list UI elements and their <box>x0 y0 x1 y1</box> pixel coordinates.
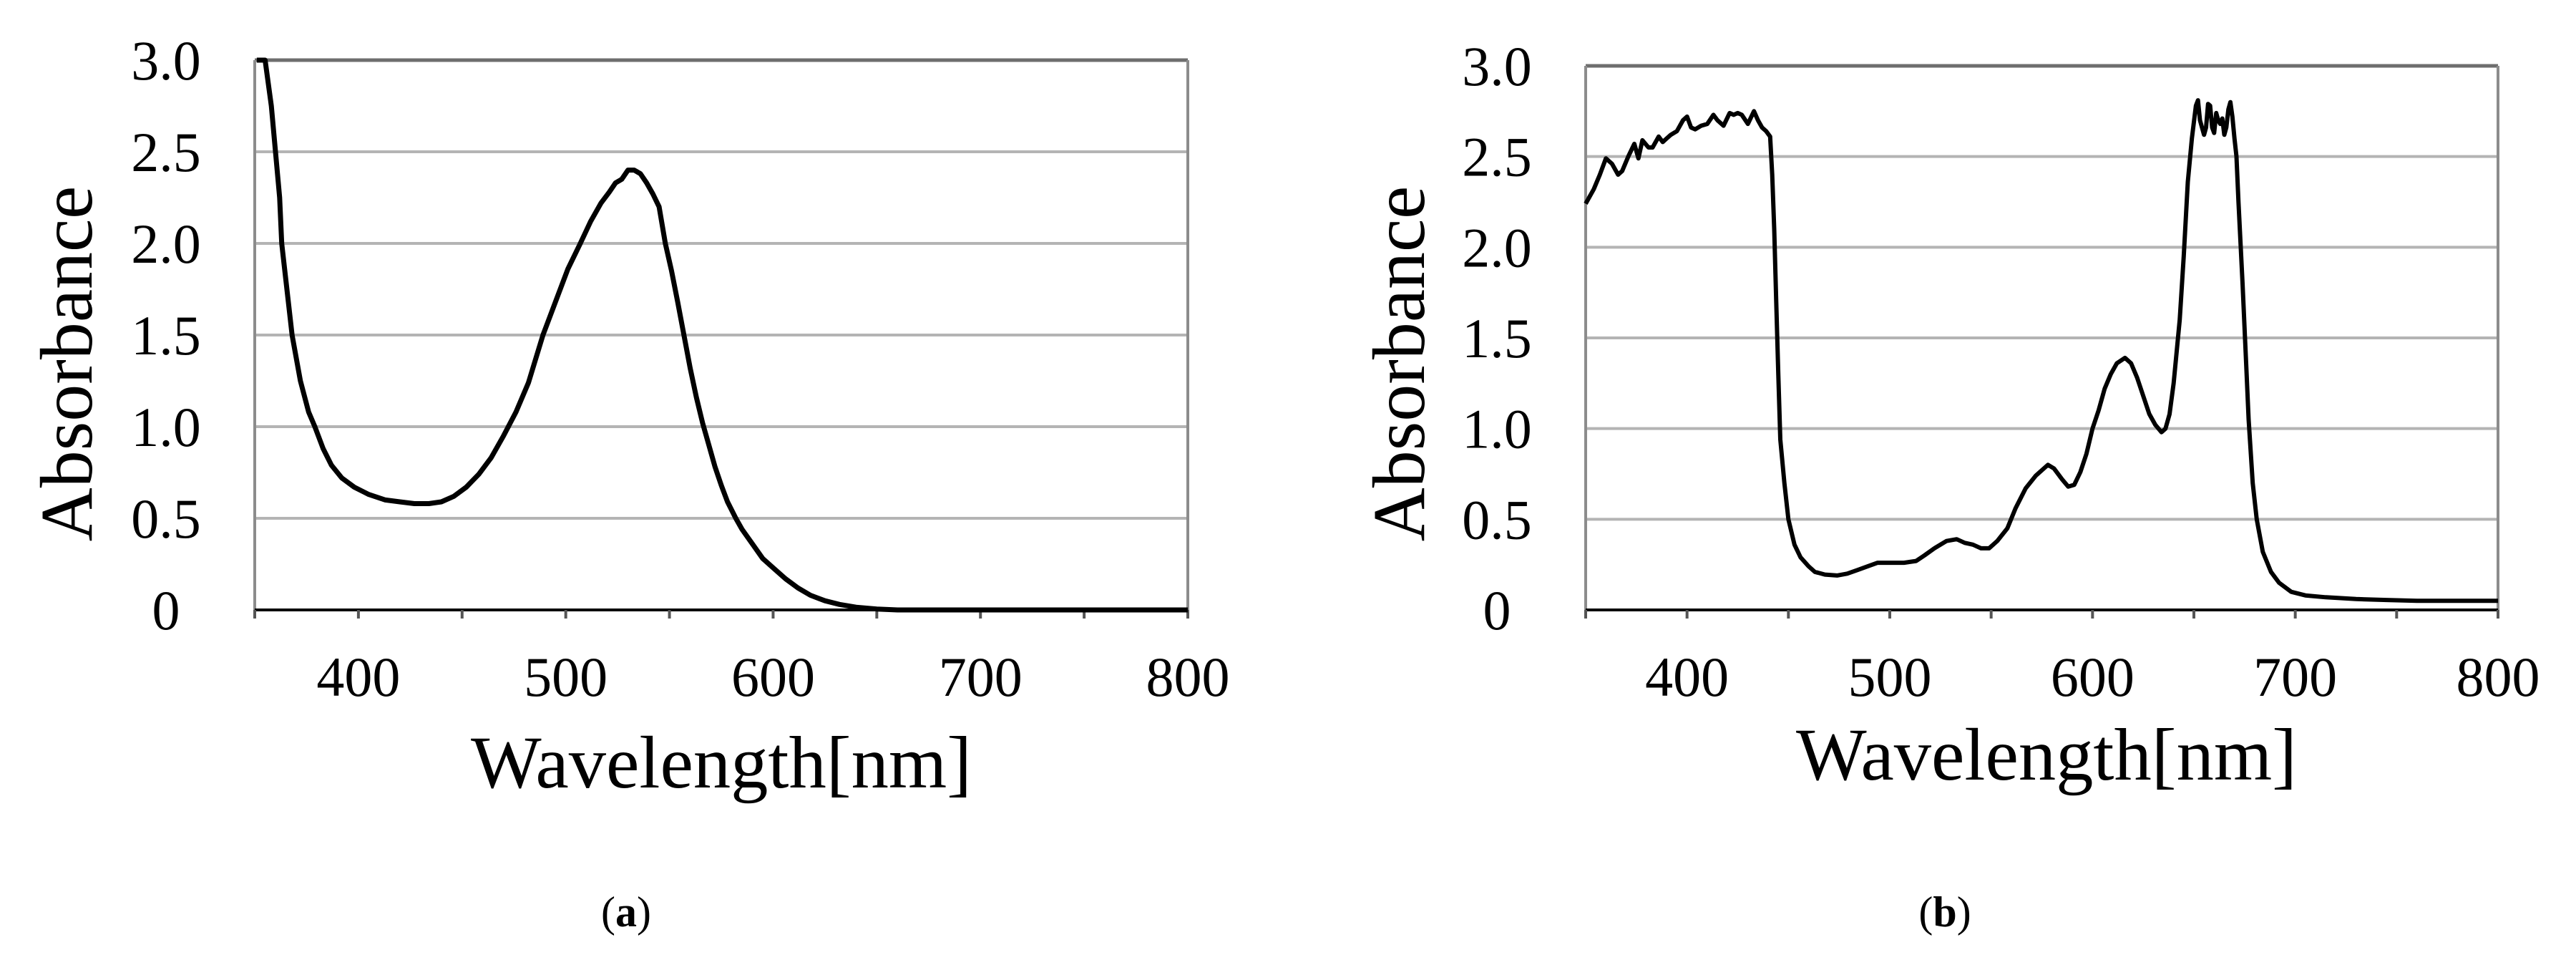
panel-caption-b: (b) <box>1918 891 1971 934</box>
chart-svg-b: 0 0.5 1.0 1.5 2.0 2.5 3.0 400 500 600 700 800 Abso… <box>1358 35 2540 796</box>
x-axis-tick-labels: 400 500 600 700 800 <box>316 646 1229 708</box>
y-tick-label: 0.5 <box>131 488 201 550</box>
caption-close-paren: ) <box>1956 888 1971 936</box>
y-tick-label: 1.0 <box>131 396 201 458</box>
plot-frame <box>253 58 1189 619</box>
chart-panel-a: 0 0.5 1.0 1.5 2.0 2.5 3.0 400 500 600 700 800 Abso… <box>26 29 1230 934</box>
x-tick-label: 600 <box>2051 646 2135 708</box>
caption-letter: b <box>1933 888 1957 936</box>
x-tick-label: 700 <box>2253 646 2337 708</box>
x-tick-label: 700 <box>939 646 1023 708</box>
x-axis-tick-labels: 400 500 600 700 800 <box>1645 646 2540 708</box>
x-axis-ticks <box>1584 610 2499 619</box>
caption-open-paren: ( <box>1918 888 1933 936</box>
y-axis-title: Absorbance <box>26 186 108 542</box>
x-tick-label: 800 <box>1146 646 1230 708</box>
x-tick-label: 400 <box>316 646 400 708</box>
y-tick-label: 1.0 <box>1462 398 1532 460</box>
absorbance-line <box>256 57 1188 613</box>
y-tick-label: 1.5 <box>1462 307 1532 369</box>
caption-open-paren: ( <box>601 888 615 936</box>
x-tick-label: 500 <box>1848 646 1932 708</box>
x-tick-label: 500 <box>524 646 608 708</box>
x-axis-title: Wavelength[nm] <box>471 722 972 804</box>
chart-panel-b: 0 0.5 1.0 1.5 2.0 2.5 3.0 400 500 600 700 800 Abso… <box>1288 0 2576 960</box>
plot-frame <box>1584 64 2499 619</box>
gridlines <box>1586 155 2498 521</box>
y-tick-label: 0 <box>1483 579 1511 641</box>
y-tick-label: 2.0 <box>1462 216 1532 278</box>
y-tick-label: 2.5 <box>131 121 201 183</box>
caption-letter: a <box>615 888 637 936</box>
y-axis-tick-labels: 0 0.5 1.0 1.5 2.0 2.5 3.0 <box>131 29 201 641</box>
x-tick-label: 600 <box>731 646 815 708</box>
absorbance-line <box>1584 98 2498 603</box>
x-tick-label: 800 <box>2457 646 2540 708</box>
y-tick-label: 3.0 <box>131 29 201 92</box>
panel-caption-a: (a) <box>601 891 651 934</box>
caption-close-paren: ) <box>637 888 651 936</box>
y-axis-tick-labels: 0 0.5 1.0 1.5 2.0 2.5 3.0 <box>1462 35 1532 641</box>
y-tick-label: 3.0 <box>1462 35 1532 97</box>
y-tick-label: 1.5 <box>131 304 201 367</box>
x-tick-label: 400 <box>1645 646 1729 708</box>
x-axis-title: Wavelength[nm] <box>1796 714 2297 796</box>
y-tick-label: 0.5 <box>1462 488 1532 551</box>
gridlines <box>255 150 1188 520</box>
y-tick-label: 2.0 <box>131 213 201 275</box>
y-tick-label: 2.5 <box>1462 126 1532 188</box>
y-tick-label: 0 <box>152 579 180 641</box>
y-axis-title: Absorbance <box>1358 186 1440 542</box>
chart-svg-a: 0 0.5 1.0 1.5 2.0 2.5 3.0 400 500 600 700 800 Abso… <box>26 29 1230 804</box>
